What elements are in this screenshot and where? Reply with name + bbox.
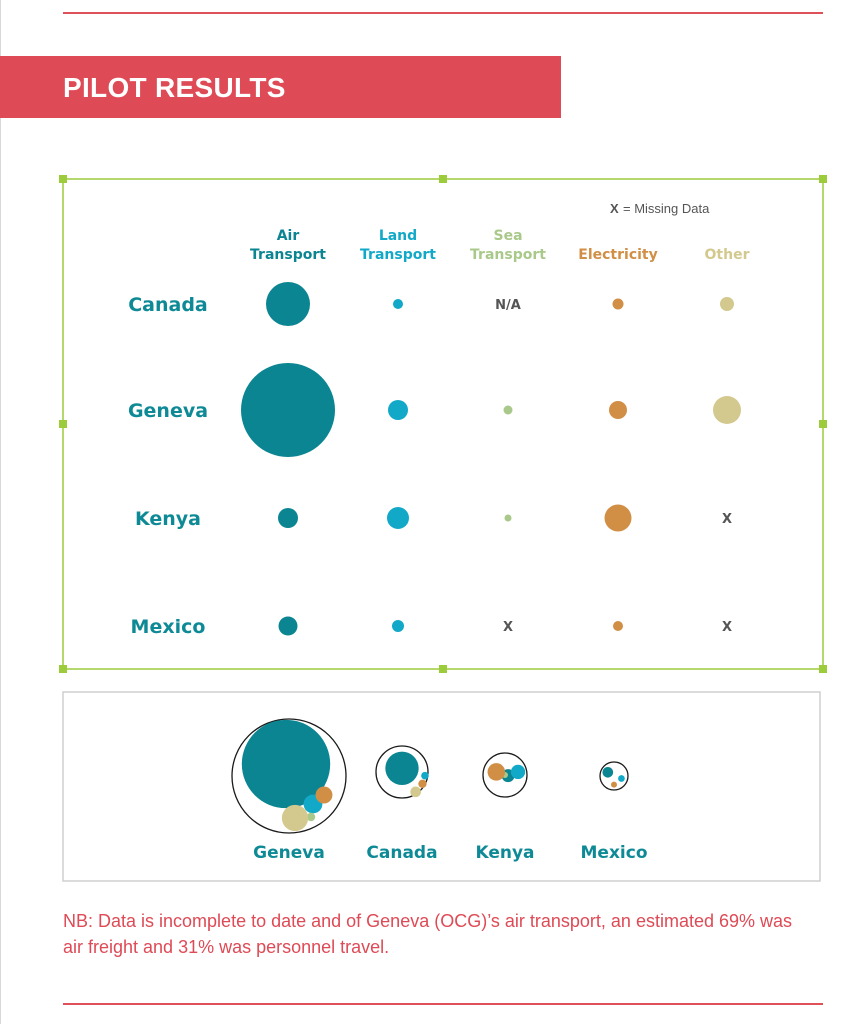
bubble-geneva-sea-transport xyxy=(503,405,513,415)
resize-handle-top-right[interactable] xyxy=(819,175,827,183)
pack-bubble-mexico-electricity xyxy=(611,781,617,788)
row-label-mexico: Mexico xyxy=(131,616,206,638)
resize-handle-top-left[interactable] xyxy=(59,175,67,183)
bubble-mexico-air-transport xyxy=(278,616,298,636)
pack-label-geneva: Geneva xyxy=(253,843,325,863)
na-marker-canada-sea-transport: N/A xyxy=(495,298,521,313)
pack-outline-canada xyxy=(375,745,429,799)
bubble-geneva-air-transport xyxy=(241,363,335,457)
column-header-sea-transport-line-2: Transport xyxy=(470,247,546,263)
pack-label-canada: Canada xyxy=(366,843,437,863)
bubble-pack-row: Geneva Canada Kenya Mexico xyxy=(231,718,648,863)
top-divider xyxy=(63,12,823,14)
row-label-canada: Canada xyxy=(128,294,208,316)
pack-bubble-geneva-electricity xyxy=(315,786,333,804)
bubble-mexico-land-transport xyxy=(392,620,404,632)
pack-bubble-canada-air-transport xyxy=(385,751,419,785)
pack-outline-mexico xyxy=(599,761,629,791)
pack-bubble-geneva-air-transport xyxy=(241,719,331,809)
pack-bubble-canada-land-transport xyxy=(421,771,429,780)
bubble-geneva-land-transport xyxy=(388,400,408,420)
bubble-canada-air-transport xyxy=(266,282,310,326)
column-header-other-line-1: Other xyxy=(705,247,750,263)
resize-handle-bottom-left[interactable] xyxy=(59,665,67,673)
page-title: PILOT RESULTS xyxy=(63,72,286,103)
pack-bubble-geneva-sea-transport xyxy=(306,812,316,822)
legend-text: = Missing Data xyxy=(623,201,710,216)
missing-marker-kenya-other: X xyxy=(722,512,732,527)
bubble-geneva-electricity xyxy=(609,401,627,419)
missing-data-legend: X = Missing Data xyxy=(610,201,710,216)
pack-label-mexico: Mexico xyxy=(581,843,648,863)
pack-label-kenya: Kenya xyxy=(475,843,534,863)
comparison-box xyxy=(62,691,821,882)
bubble-kenya-land-transport xyxy=(387,507,409,529)
left-page-rule xyxy=(0,0,1,1024)
column-header-land-transport-line-2: Transport xyxy=(360,247,436,263)
pack-bubble-kenya-electricity xyxy=(487,763,506,781)
column-header-sea-transport-line-1: Sea xyxy=(493,228,522,244)
title-band xyxy=(0,56,561,118)
bubble-canada-land-transport xyxy=(393,299,403,309)
bubble-kenya-air-transport xyxy=(278,508,298,528)
row-label-kenya: Kenya xyxy=(135,508,201,530)
bubble-kenya-electricity xyxy=(604,504,632,532)
bubble-geneva-other xyxy=(713,396,741,424)
pack-bubble-canada-electricity xyxy=(418,779,427,788)
pack-bubble-mexico-land-transport xyxy=(618,775,625,782)
bubble-canada-other xyxy=(720,297,734,311)
pack-bubble-mexico-air-transport xyxy=(602,766,614,778)
resize-handle-middle-left[interactable] xyxy=(59,420,67,428)
column-header-land-transport-line-1: Land xyxy=(379,228,417,244)
pack-bubble-kenya-land-transport xyxy=(510,764,526,780)
pack-outline-kenya xyxy=(482,752,528,798)
row-label-geneva: Geneva xyxy=(128,400,208,422)
column-header-air-transport-line-1: Air xyxy=(277,228,300,244)
bubble-matrix: Air Transport Land Transport Sea Transport Ele… xyxy=(128,228,750,638)
resize-handle-bottom-right[interactable] xyxy=(819,665,827,673)
pilot-results-chart: X = Missing Data Air Transport Land Transpo… xyxy=(59,175,827,882)
selection-frame[interactable] xyxy=(59,175,827,673)
resize-handle-bottom-center[interactable] xyxy=(439,665,447,673)
resize-handle-top-center[interactable] xyxy=(439,175,447,183)
missing-marker-mexico-sea-transport: X xyxy=(503,620,513,635)
legend-symbol: X xyxy=(610,201,619,216)
pack-bubble-canada-other xyxy=(410,786,421,798)
resize-handle-middle-right[interactable] xyxy=(819,420,827,428)
bubble-canada-electricity xyxy=(612,298,624,310)
pack-bubble-geneva-other xyxy=(281,804,309,832)
missing-marker-mexico-other: X xyxy=(722,620,732,635)
bottom-divider xyxy=(63,1003,823,1005)
bubble-kenya-sea-transport xyxy=(504,514,512,522)
bubble-mexico-electricity xyxy=(613,621,623,631)
column-header-air-transport-line-2: Transport xyxy=(250,247,326,263)
column-header-electricity-line-1: Electricity xyxy=(578,247,657,263)
pack-outline-geneva xyxy=(231,718,347,834)
footnote: NB: Data is incomplete to date and of Ge… xyxy=(63,911,793,957)
